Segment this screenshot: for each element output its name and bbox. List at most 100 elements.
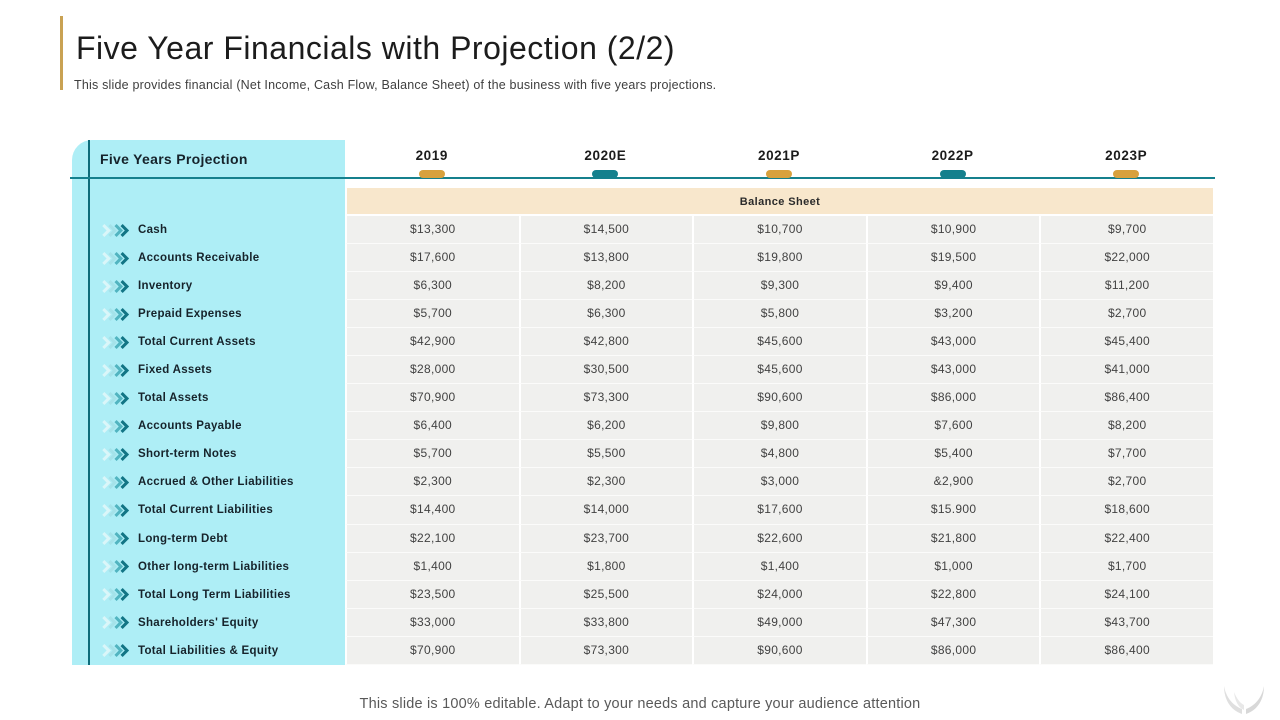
triple-chevron-right-icon bbox=[102, 531, 129, 546]
cell-value: $22,100 bbox=[345, 524, 519, 553]
table-row: Accounts Payable $6,400 $6,200 $9,800 $7… bbox=[72, 412, 1213, 441]
year-dash-icon bbox=[418, 170, 445, 178]
cell-value: $22,400 bbox=[1039, 524, 1213, 553]
vertical-accent-line bbox=[88, 140, 90, 665]
row-label: Accrued & Other Liabilities bbox=[138, 476, 294, 489]
cell-value: $9,300 bbox=[692, 272, 866, 301]
year-header-cell: 2023P bbox=[1039, 140, 1213, 178]
cell-value: $13,800 bbox=[518, 244, 693, 273]
cell-value: $5,700 bbox=[345, 300, 519, 329]
cell-value: $24,000 bbox=[692, 580, 866, 609]
table-row: Prepaid Expenses $5,700 $6,300 $5,800 $3… bbox=[72, 300, 1213, 329]
year-header-cell: 2020E bbox=[519, 140, 693, 178]
cell-value: $9,800 bbox=[692, 412, 866, 441]
cell-value: $33,000 bbox=[345, 608, 519, 637]
cell-value: $21,800 bbox=[865, 524, 1040, 553]
cell-value: $14,400 bbox=[345, 496, 519, 525]
row-label: Inventory bbox=[138, 280, 193, 293]
table-row: Accrued & Other Liabilities $2,300 $2,30… bbox=[72, 468, 1213, 497]
table-row: Total Current Assets $42,900 $42,800 $45… bbox=[72, 328, 1213, 357]
triple-chevron-right-icon bbox=[102, 307, 129, 322]
cell-value: $42,900 bbox=[345, 328, 519, 357]
triple-chevron-right-icon bbox=[102, 587, 129, 602]
cell-value: $43,000 bbox=[865, 356, 1040, 385]
cell-value: $6,400 bbox=[345, 412, 519, 441]
cell-value: $7,700 bbox=[1039, 440, 1213, 469]
year-dash-icon bbox=[1113, 170, 1140, 178]
cell-value: $10,700 bbox=[692, 216, 866, 245]
cell-value: $1,400 bbox=[692, 552, 866, 581]
row-label-cell: Inventory bbox=[72, 272, 345, 300]
row-label: Total Current Assets bbox=[138, 336, 256, 349]
table-row: Total Long Term Liabilities $23,500 $25,… bbox=[72, 580, 1213, 609]
cell-value: $15.900 bbox=[865, 496, 1040, 525]
cell-value: $23,700 bbox=[518, 524, 693, 553]
table-row: Fixed Assets $28,000 $30,500 $45,600 $43… bbox=[72, 356, 1213, 385]
year-header-row: 2019 2020E 2021P 2022P 2023P bbox=[345, 140, 1213, 178]
triple-chevron-right-icon bbox=[102, 503, 129, 518]
cell-value: $25,500 bbox=[518, 580, 693, 609]
triple-chevron-right-icon bbox=[102, 419, 129, 434]
cell-value: $18,600 bbox=[1039, 496, 1213, 525]
cell-value: $23,500 bbox=[345, 580, 519, 609]
cell-value: $1,800 bbox=[518, 552, 693, 581]
row-label-cell: Accrued & Other Liabilities bbox=[72, 468, 345, 496]
table-row: Accounts Receivable $17,600 $13,800 $19,… bbox=[72, 244, 1213, 273]
balance-sheet-band: Balance Sheet bbox=[347, 188, 1213, 214]
cell-value: $86,000 bbox=[865, 384, 1040, 413]
cell-value: $5,800 bbox=[692, 300, 866, 329]
table-row: Shareholders' Equity $33,000 $33,800 $49… bbox=[72, 608, 1213, 637]
cell-value: $73,300 bbox=[518, 384, 693, 413]
cell-value: $8,200 bbox=[1039, 412, 1213, 441]
cell-value: $41,000 bbox=[1039, 356, 1213, 385]
table-body: Cash $13,300 $14,500 $10,700 $10,900 $9,… bbox=[72, 216, 1213, 665]
row-label-cell: Long-term Debt bbox=[72, 525, 345, 553]
cell-value: $1,400 bbox=[345, 552, 519, 581]
row-label: Total Long Term Liabilities bbox=[138, 588, 291, 601]
page-subtitle: This slide provides financial (Net Incom… bbox=[74, 78, 717, 92]
row-label-cell: Cash bbox=[72, 216, 345, 244]
cell-value: $33,800 bbox=[518, 608, 693, 637]
year-label: 2022P bbox=[931, 148, 974, 163]
cell-value: $6,300 bbox=[518, 300, 693, 329]
cell-value: $70,900 bbox=[345, 384, 519, 413]
year-label: 2020E bbox=[584, 148, 627, 163]
year-dash-icon bbox=[765, 170, 792, 178]
row-label: Total Assets bbox=[138, 392, 209, 405]
triple-chevron-right-icon bbox=[102, 643, 129, 658]
row-label-cell: Other long-term Liabilities bbox=[72, 553, 345, 581]
cell-value: $11,200 bbox=[1039, 272, 1213, 301]
cell-value: $2,700 bbox=[1039, 468, 1213, 497]
cell-value: $5,500 bbox=[518, 440, 693, 469]
cell-value: $22,800 bbox=[865, 580, 1040, 609]
triple-chevron-right-icon bbox=[102, 475, 129, 490]
year-label: 2023P bbox=[1105, 148, 1148, 163]
title-accent-bar bbox=[60, 16, 63, 90]
cell-value: $13,300 bbox=[345, 216, 519, 245]
row-label-cell: Total Current Assets bbox=[72, 328, 345, 356]
cell-value: $22,600 bbox=[692, 524, 866, 553]
cell-value: $19,800 bbox=[692, 244, 866, 273]
cell-value: $42,800 bbox=[518, 328, 693, 357]
cell-value: $45,400 bbox=[1039, 328, 1213, 357]
cell-value: $24,100 bbox=[1039, 580, 1213, 609]
cell-value: $3,000 bbox=[692, 468, 866, 497]
cell-value: $43,000 bbox=[865, 328, 1040, 357]
row-label: Short-term Notes bbox=[138, 448, 237, 461]
cell-value: $86,400 bbox=[1039, 384, 1213, 413]
row-label-cell: Total Long Term Liabilities bbox=[72, 581, 345, 609]
table-row: Cash $13,300 $14,500 $10,700 $10,900 $9,… bbox=[72, 216, 1213, 245]
triple-chevron-right-icon bbox=[102, 447, 129, 462]
table-row: Short-term Notes $5,700 $5,500 $4,800 $5… bbox=[72, 440, 1213, 469]
cell-value: $6,300 bbox=[345, 272, 519, 301]
table-row: Other long-term Liabilities $1,400 $1,80… bbox=[72, 552, 1213, 581]
year-header-cell: 2022P bbox=[866, 140, 1040, 178]
cell-value: $3,200 bbox=[865, 300, 1040, 329]
cell-value: $14,500 bbox=[518, 216, 693, 245]
table-row: Total Liabilities & Equity $70,900 $73,3… bbox=[72, 636, 1213, 665]
row-label: Accounts Receivable bbox=[138, 252, 260, 265]
row-label: Total Current Liabilities bbox=[138, 504, 274, 517]
cell-value: $45,600 bbox=[692, 328, 866, 357]
row-label-cell: Total Liabilities & Equity bbox=[72, 637, 345, 665]
